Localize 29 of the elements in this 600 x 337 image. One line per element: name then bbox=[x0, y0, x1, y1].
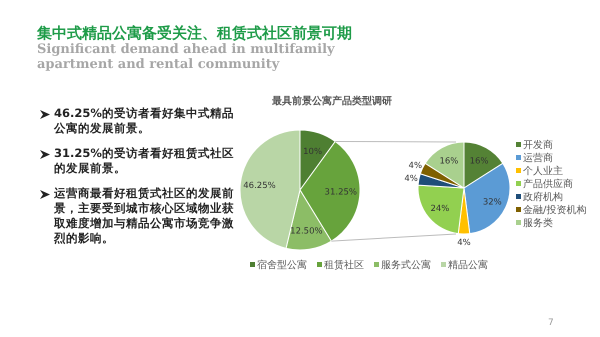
legend-label: 宿舍型公寓 bbox=[257, 259, 307, 271]
text: 集中式精品公寓备受关注、租赁式社区前景可期 bbox=[37, 24, 352, 43]
data-label: 10% bbox=[303, 147, 322, 158]
data-label: 4% bbox=[457, 238, 471, 248]
data-label: 4% bbox=[404, 174, 418, 184]
text: Significant demand ahead in multifamily apartment and rental community bbox=[37, 42, 336, 72]
legend-label: 服务类 bbox=[523, 217, 553, 229]
text: 46.25%的受访者看好集中式精品公寓的发展前景。 bbox=[54, 106, 235, 136]
legend-label: 个人业主 bbox=[523, 165, 563, 177]
data-label: 12.50% bbox=[290, 226, 323, 236]
legend-label: 金融/投资机构 bbox=[523, 204, 586, 216]
legend-label: 运营商 bbox=[523, 152, 553, 164]
legend-label: 政府机构 bbox=[523, 191, 563, 203]
chart-title: 最具前景公寓产品类型调研 bbox=[271, 95, 392, 107]
legend-label: 精品公寓 bbox=[448, 259, 488, 271]
data-label: 32% bbox=[482, 197, 502, 208]
text: 7 bbox=[548, 318, 554, 328]
data-label: 4% bbox=[408, 161, 422, 172]
data-label: 46.25% bbox=[243, 181, 276, 192]
legend-label: 服务式公寓 bbox=[381, 259, 431, 271]
data-label: 31.25% bbox=[324, 188, 357, 198]
data-label: 24% bbox=[430, 204, 450, 214]
data-label: 16% bbox=[439, 156, 458, 167]
data-label: 16% bbox=[470, 156, 489, 167]
legend-label: 租赁社区 bbox=[324, 259, 364, 271]
text: 运营商最看好租赁式社区的发展前景，主要受到城市核心区域物业获取难度增加与精品公寓市场竞争激烈的影响。 bbox=[54, 186, 235, 246]
legend-label: 产品供应商 bbox=[523, 178, 573, 190]
legend-label: 开发商 bbox=[523, 139, 553, 151]
text: 31.25%的受访者看好租赁式社区的发展前景。 bbox=[54, 146, 235, 176]
